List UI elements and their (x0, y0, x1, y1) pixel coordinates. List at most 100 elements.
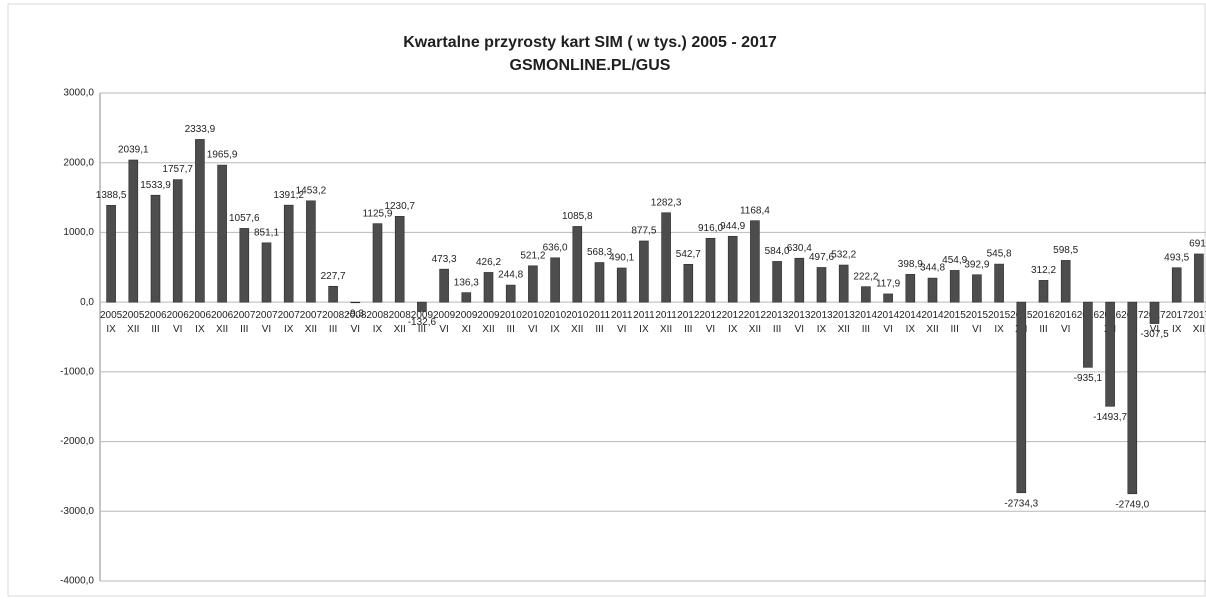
x-tick-label: 2007 (233, 310, 256, 321)
x-tick-label: 2012 (722, 310, 745, 321)
x-tick-label: III (684, 324, 692, 335)
x-tick-label: 2006 (167, 310, 190, 321)
bar (328, 285, 338, 303)
value-label: 630,4 (787, 243, 812, 254)
bar (217, 164, 227, 303)
x-tick-label: IX (550, 324, 560, 335)
x-tick-label: XII (838, 324, 850, 335)
bar (261, 242, 272, 303)
value-label: 2333,9 (185, 124, 216, 135)
x-tick-label: IX (994, 324, 1004, 335)
bar (794, 257, 805, 303)
value-label: 1230,7 (384, 201, 415, 212)
x-tick-label: 2005 (100, 310, 123, 321)
value-label: 473,3 (432, 254, 457, 265)
x-tick-label: 2010 (544, 310, 567, 321)
x-tick-label: XII (1193, 324, 1205, 335)
x-tick-label: 2006 (211, 310, 234, 321)
x-tick-label: 2010 (500, 310, 523, 321)
x-tick-label: III (773, 324, 781, 335)
bar (994, 263, 1004, 303)
bar (683, 264, 694, 303)
bar (394, 216, 405, 303)
bar (372, 223, 383, 303)
bar (594, 262, 605, 303)
bar (1060, 260, 1071, 303)
x-tick-label: 2011 (589, 310, 611, 321)
x-tick-label: III (240, 324, 248, 335)
y-tick-label: 1000,0 (63, 227, 94, 238)
value-label: 1757,7 (162, 164, 193, 175)
bar (1016, 301, 1027, 494)
bar (816, 267, 827, 303)
x-tick-label: VI (1061, 324, 1070, 335)
x-tick-label: 2009 (455, 310, 478, 321)
x-tick-label: VI (439, 324, 448, 335)
x-tick-label: 2017 (1188, 310, 1206, 321)
value-label: 944,9 (720, 221, 745, 232)
x-tick-label: 2008 (366, 310, 389, 321)
bar (972, 274, 982, 303)
bar (905, 274, 916, 303)
x-tick-label: VI (972, 324, 981, 335)
value-label: 1168,4 (740, 205, 770, 216)
value-label: 312,2 (1031, 265, 1056, 276)
value-label: 222,2 (853, 271, 878, 282)
bar (1149, 301, 1160, 324)
bar (1127, 301, 1138, 495)
value-label: 584,0 (765, 246, 790, 257)
value-label: 490,1 (609, 253, 634, 264)
x-tick-label: 2008 (322, 310, 345, 321)
x-tick-label: IX (373, 324, 383, 335)
value-label: -132,6 (408, 317, 437, 328)
x-tick-label: IX (195, 324, 205, 335)
x-tick-label: IX (284, 324, 294, 335)
x-tick-label: 2011 (655, 310, 677, 321)
x-tick-label: III (329, 324, 337, 335)
x-tick-label: 2015 (988, 310, 1011, 321)
bar (1083, 301, 1093, 368)
bar (306, 200, 316, 303)
x-tick-label: IX (728, 324, 738, 335)
bar (616, 267, 627, 303)
x-tick-label: 2012 (677, 310, 700, 321)
y-tick-label: -3000,0 (60, 506, 94, 517)
x-tick-label: XII (660, 324, 672, 335)
bar (572, 226, 583, 303)
bar (750, 220, 760, 303)
value-label: -9,3 (347, 308, 365, 319)
x-tick-label: XII (926, 324, 938, 335)
x-tick-label: XII (216, 324, 228, 335)
x-tick-label: IX (639, 324, 649, 335)
y-tick-label: 0,0 (80, 297, 94, 308)
x-tick-label: 2007 (300, 310, 323, 321)
x-tick-label: 2014 (855, 310, 878, 321)
x-tick-label: 2016 (1055, 310, 1078, 321)
bar (505, 284, 516, 303)
x-tick-label: 2013 (788, 310, 811, 321)
x-tick-label: VI (617, 324, 626, 335)
bar (927, 277, 938, 303)
x-tick-label: 2005 (122, 310, 145, 321)
value-label: 426,2 (476, 257, 501, 268)
bar (239, 228, 250, 303)
x-tick-label: 2006 (144, 310, 167, 321)
value-label: 532,2 (831, 250, 856, 261)
chart-title: Kwartalne przyrosty kart SIM ( w tys.) 2… (403, 34, 777, 51)
bar (461, 292, 472, 303)
bar (661, 212, 671, 303)
x-tick-label: 2011 (633, 310, 655, 321)
x-tick-label: 2013 (810, 310, 833, 321)
x-tick-label: 2015 (966, 310, 989, 321)
bar (283, 204, 294, 303)
x-tick-label: 2008 (344, 310, 367, 321)
bar (128, 159, 139, 303)
value-label: 636,0 (543, 242, 568, 253)
x-tick-label: XII (571, 324, 583, 335)
value-label: 877,5 (631, 226, 656, 237)
x-tick-label: 2009 (433, 310, 456, 321)
value-label: -2734,3 (1004, 498, 1038, 509)
bar (528, 265, 538, 303)
x-tick-label: 2007 (278, 310, 301, 321)
value-label: 1125,9 (363, 208, 393, 219)
